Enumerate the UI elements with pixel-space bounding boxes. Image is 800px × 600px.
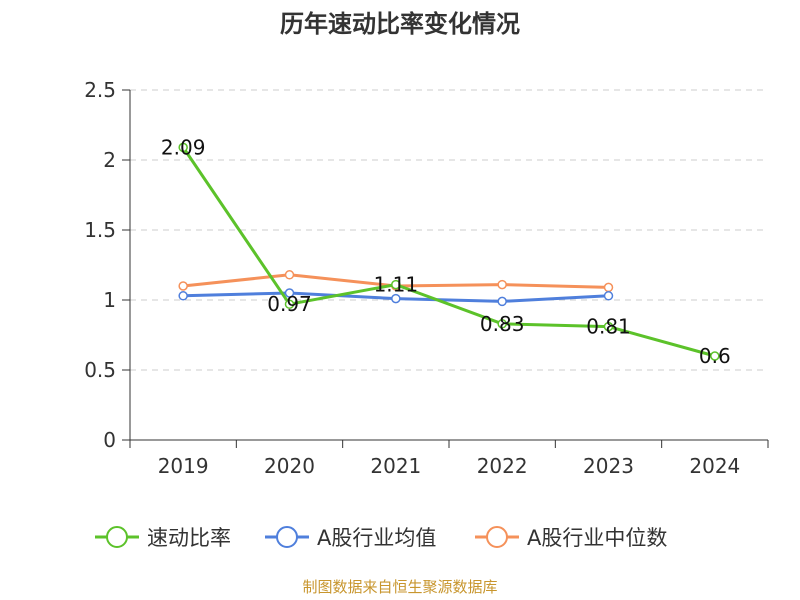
point-s0-2024 xyxy=(710,351,720,361)
point-s1-2023 xyxy=(603,291,614,301)
x-tick-label-2021: 2021 xyxy=(370,454,421,478)
grid xyxy=(130,89,768,371)
chart-title: 历年速动比率变化情况 xyxy=(280,10,520,38)
axes: 0 0.5 1 1.5 2 2.5 2019 2020 2021 2022 2023 2024 xyxy=(84,78,769,478)
point-s0-2020 xyxy=(284,299,295,309)
data-label-2022: 0.83 xyxy=(480,312,525,336)
y-tick-label-0: 0 xyxy=(103,428,116,452)
x-tick-label-2024: 2024 xyxy=(689,454,740,478)
series-lines xyxy=(178,142,720,361)
legend: 速动比率 A股行业均值 A股行业中位数 xyxy=(95,526,667,550)
data-labels: 2.09 0.97 1.11 0.83 0.81 0.6 xyxy=(161,135,731,368)
data-label-2020: 0.97 xyxy=(267,292,312,316)
y-tick-label-2: 1 xyxy=(103,288,116,312)
x-tick-label-2023: 2023 xyxy=(583,454,634,478)
point-s1-2020 xyxy=(284,288,295,298)
point-s2-2022 xyxy=(497,279,507,290)
legend-label-1: A股行业均值 xyxy=(317,526,436,550)
y-tick-label-4: 2 xyxy=(103,148,116,172)
point-s1-2019 xyxy=(178,291,188,301)
point-s1-2021 xyxy=(391,293,401,304)
data-label-2019: 2.09 xyxy=(161,135,206,159)
x-tick-label-2020: 2020 xyxy=(264,454,315,478)
x-tick-label-2022: 2022 xyxy=(477,454,528,478)
point-s2-2019 xyxy=(178,281,188,291)
point-s0-2021 xyxy=(391,279,401,290)
source-note: 制图数据来自恒生聚源数据库 xyxy=(302,578,497,596)
series-line-0 xyxy=(181,146,716,358)
point-s2-2020 xyxy=(284,270,295,280)
data-label-2024: 0.6 xyxy=(699,344,731,368)
legend-marker-0 xyxy=(106,526,128,548)
legend-marker-1 xyxy=(276,526,298,548)
data-label-2021: 1.11 xyxy=(374,273,419,297)
point-s1-2022 xyxy=(497,296,507,307)
y-tick-label-1: 0.5 xyxy=(84,358,116,382)
point-s0-2023 xyxy=(603,321,614,332)
point-s0-2019 xyxy=(178,142,188,153)
point-s0-2022 xyxy=(497,319,507,329)
legend-marker-2 xyxy=(486,526,508,548)
data-label-2023: 0.81 xyxy=(586,315,631,339)
y-tick-label-5: 2.5 xyxy=(84,78,116,102)
x-tick-label-2019: 2019 xyxy=(158,454,209,478)
legend-label-2: A股行业中位数 xyxy=(527,526,667,550)
legend-label-0: 速动比率 xyxy=(147,526,231,550)
y-tick-label-3: 1.5 xyxy=(84,218,116,242)
point-s2-2023 xyxy=(603,282,614,293)
